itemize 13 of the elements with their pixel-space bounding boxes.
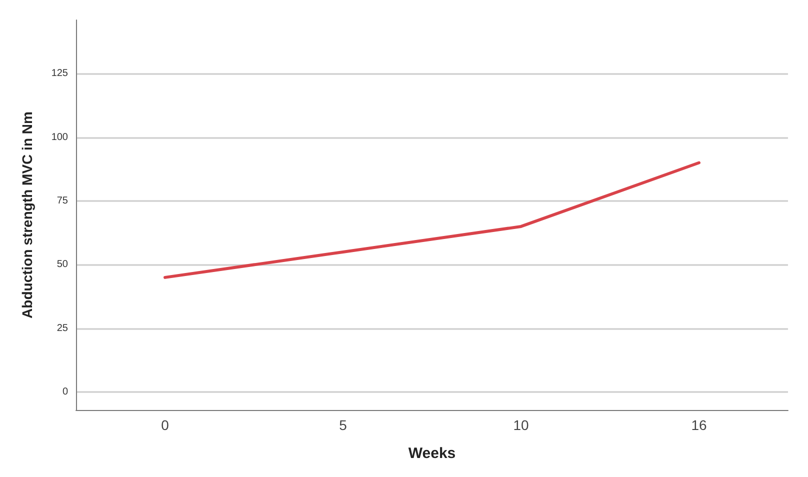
x-tick-label: 16	[691, 417, 707, 433]
y-tick-label: 25	[56, 322, 68, 334]
y-tick-label: 0	[62, 386, 68, 398]
x-tick-label: 0	[161, 417, 170, 433]
x-tick-label: 5	[339, 417, 348, 433]
y-tick-label: 75	[56, 195, 68, 206]
y-tick-label: 50	[56, 259, 68, 270]
line-series	[164, 161, 700, 279]
y-tick-label: 125	[51, 68, 68, 80]
x-axis-title: Weeks	[408, 445, 456, 462]
y-tick-label: 100	[51, 132, 68, 143]
x-tick-label: 10	[513, 417, 529, 433]
y-axis-title: Abduction strength MVC in Nm	[19, 112, 35, 318]
